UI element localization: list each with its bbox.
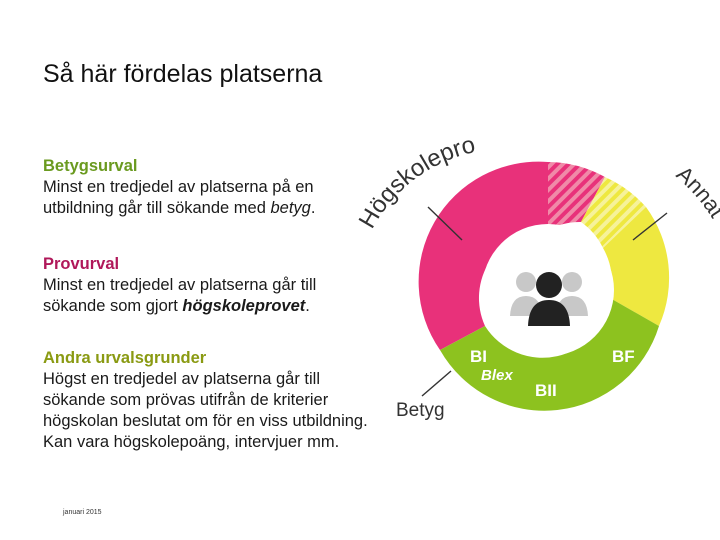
label-bi: BI: [470, 347, 487, 366]
segment-hogskoleprov: [418, 161, 548, 350]
section-text-line: Minst en tredjedel av platserna på en: [43, 178, 314, 196]
section-heading: Andra urvalsgrunder: [43, 349, 207, 367]
text-suffix: .: [310, 199, 316, 217]
leader-line-betyg: [421, 370, 452, 397]
section-heading: Betygsurval: [43, 157, 138, 175]
section-text-line: Kan vara högskolepoäng, intervjuer mm.: [43, 433, 340, 451]
slide-title: Så här fördelas platserna: [43, 60, 323, 88]
text-prefix: sökande som gjort: [43, 297, 183, 315]
section-betygsurval: Betygsurval Minst en tredjedel av platse…: [43, 156, 423, 219]
emphasis-text: högskoleprovet: [182, 297, 306, 315]
leader-line-hogskoleprov: [427, 206, 463, 241]
section-text-line: Minst en tredjedel av platserna går till: [43, 276, 317, 294]
section-provurval: Provurval Minst en tredjedel av platsern…: [43, 254, 423, 317]
label-bf: BF: [612, 347, 635, 366]
segment-annat-hatched: [581, 177, 646, 248]
section-text-line: utbildning går till sökande med betyg.: [43, 198, 423, 219]
section-text-line: högskolan beslutat om för en viss utbild…: [43, 412, 368, 430]
section-andra-urvalsgrunder: Andra urvalsgrunder Högst en tredjedel a…: [43, 348, 443, 453]
label-annat: Annat: [672, 161, 720, 222]
segment-hogskoleprov-hatched: [548, 162, 605, 230]
emphasis-text: betyg: [270, 199, 311, 217]
footer-date: januari 2015: [63, 509, 102, 516]
text-prefix: utbildning går till sökande med: [43, 199, 271, 217]
section-text-line: sökande som prövas utifrån de kriterier: [43, 391, 329, 409]
section-heading: Provurval: [43, 255, 120, 273]
leader-line-annat: [632, 212, 668, 241]
text-suffix: .: [305, 297, 310, 315]
section-text-line: sökande som gjort högskoleprovet.: [43, 296, 423, 317]
label-betyg: Betyg: [396, 400, 445, 421]
label-bii: BII: [535, 381, 557, 400]
segment-betyg: [440, 298, 659, 411]
label-blex: Blex: [481, 367, 513, 384]
section-text-line: Högst en tredjedel av platserna går till: [43, 370, 320, 388]
people-icon: [510, 272, 588, 326]
segment-annat: [603, 207, 670, 326]
label-hogskoleprov: Högskoleprov: [0, 0, 478, 233]
